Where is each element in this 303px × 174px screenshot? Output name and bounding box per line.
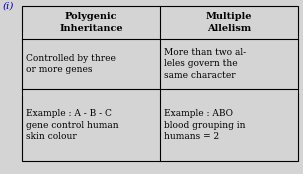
Text: Example : A - B - C
gene control human
skin colour: Example : A - B - C gene control human s… bbox=[26, 109, 119, 141]
Text: Polygenic
Inheritance: Polygenic Inheritance bbox=[59, 12, 123, 33]
Text: (i): (i) bbox=[3, 2, 14, 11]
Text: Multiple
Allelism: Multiple Allelism bbox=[206, 12, 252, 33]
Text: Controlled by three
or more genes: Controlled by three or more genes bbox=[26, 54, 116, 74]
Text: More than two al-
leles govern the
same character: More than two al- leles govern the same … bbox=[164, 48, 246, 80]
Text: Example : ABO
blood grouping in
humans = 2: Example : ABO blood grouping in humans =… bbox=[164, 109, 245, 141]
Bar bbox=[22, 6, 298, 161]
Bar bbox=[22, 6, 298, 161]
